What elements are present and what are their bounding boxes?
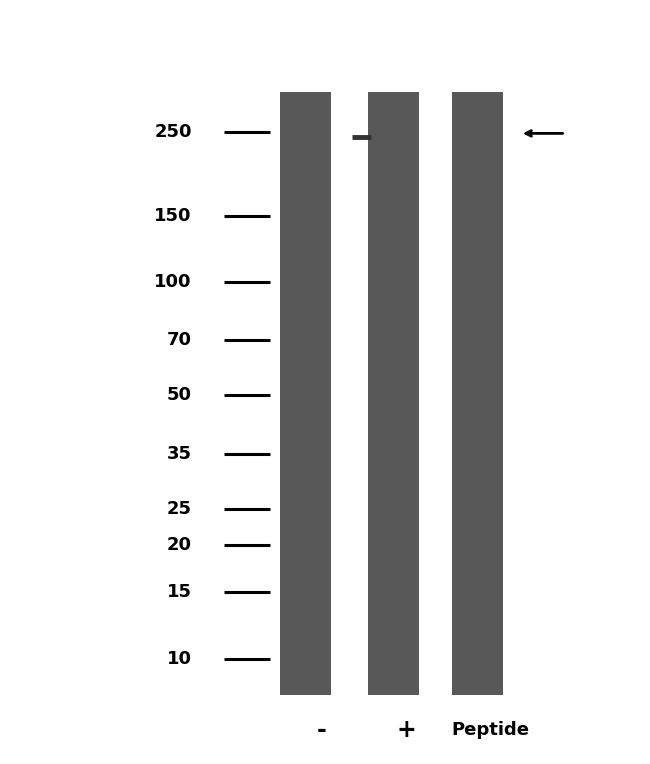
Text: -: - — [317, 717, 326, 742]
Text: 250: 250 — [154, 123, 192, 141]
Text: 150: 150 — [154, 206, 192, 225]
Bar — [280, 92, 331, 695]
Text: Peptide: Peptide — [452, 720, 530, 739]
Text: 35: 35 — [167, 445, 192, 463]
Text: 20: 20 — [167, 536, 192, 555]
Text: 100: 100 — [154, 273, 192, 291]
Text: 10: 10 — [167, 649, 192, 668]
Text: 25: 25 — [167, 500, 192, 518]
Text: +: + — [396, 717, 416, 742]
Text: 15: 15 — [167, 584, 192, 601]
Text: 70: 70 — [167, 332, 192, 349]
Bar — [368, 92, 419, 695]
Bar — [331, 124, 368, 141]
Bar — [452, 92, 503, 695]
Text: 50: 50 — [167, 387, 192, 404]
